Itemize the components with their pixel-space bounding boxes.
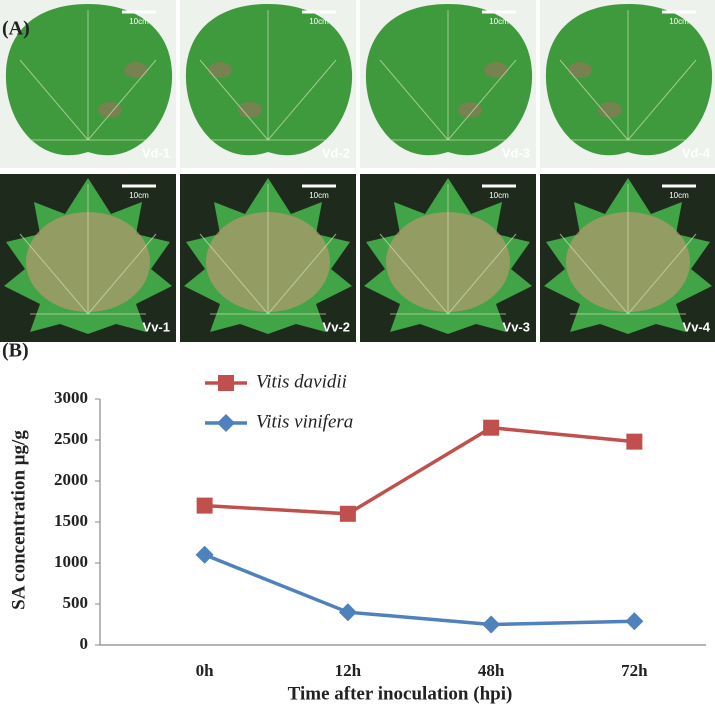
x-tick-label: 72h — [621, 661, 648, 680]
leaf-photo: 10cm Vd-2 — [180, 0, 356, 168]
scale-label: 10cm — [489, 191, 509, 200]
y-axis-title: SA concentration μg/g — [8, 430, 29, 610]
y-tick-label: 2500 — [54, 429, 88, 448]
leaf-vein — [199, 233, 269, 315]
leaf-vein — [447, 59, 517, 141]
marker — [196, 497, 213, 514]
lesion — [458, 102, 482, 118]
photo-label: Vd-1 — [142, 145, 170, 160]
scale-label: 10cm — [129, 17, 149, 26]
leaf — [185, 4, 353, 156]
photo-label: Vd-2 — [322, 145, 350, 160]
leaf-photo: 10cm Vv-2 — [180, 174, 356, 342]
leaf — [545, 4, 713, 156]
y-tick-label: 1000 — [54, 552, 88, 571]
x-tick-label: 0h — [196, 661, 215, 680]
leaf — [365, 4, 533, 156]
series-line — [204, 425, 635, 516]
scale-label: 10cm — [309, 191, 329, 200]
y-tick-label: 3000 — [54, 388, 88, 407]
panel-label: (A) — [2, 18, 30, 40]
x-tick-label: 12h — [335, 661, 362, 680]
photo-label: Vd-4 — [682, 145, 711, 160]
photo-label: Vv-4 — [683, 319, 711, 334]
leaf-vein — [559, 59, 629, 141]
x-tick-label: 48h — [478, 661, 505, 680]
panel-label: (B) — [2, 340, 29, 362]
photo-label: Vv-1 — [143, 319, 170, 334]
lesion — [98, 102, 122, 118]
y-tick-label: 0 — [80, 634, 89, 653]
leaf-photo: 10cm Vv-4 — [540, 174, 715, 342]
x-axis-title: Time after inoculation (hpi) — [288, 683, 513, 704]
leaf-vein — [627, 59, 697, 141]
marker — [482, 615, 501, 634]
lesion — [484, 62, 508, 78]
marker — [339, 505, 356, 522]
leaf-vein — [627, 233, 697, 315]
photo-panel: 10cm Vd-1 10cm Vd-2 10cm Vd-3 10cm Vd-4 10cm Vv-1… — [0, 0, 715, 342]
scale-label: 10cm — [309, 17, 329, 26]
leaf — [5, 4, 173, 156]
y-tick-label: 1500 — [54, 511, 88, 530]
leaf-photo: 10cm Vd-1 — [0, 0, 176, 168]
scale-label: 10cm — [489, 17, 509, 26]
lesion — [568, 62, 592, 78]
legend-label: Vitis davidii — [256, 371, 347, 392]
lesion — [238, 102, 262, 118]
leaf-vein — [267, 233, 337, 315]
marker — [218, 375, 234, 391]
photo-label: Vv-2 — [323, 319, 350, 334]
scale-label: 10cm — [669, 191, 689, 200]
leaf-vein — [19, 59, 89, 141]
leaf-vein — [379, 233, 449, 315]
leaf-photo: 10cm Vv-3 — [360, 174, 536, 342]
lesion — [208, 62, 232, 78]
lesion — [598, 102, 622, 118]
leaf-vein — [87, 233, 157, 315]
marker — [483, 419, 500, 436]
marker — [625, 612, 644, 631]
marker — [338, 603, 357, 622]
leaf-vein — [559, 233, 629, 315]
marker — [195, 545, 214, 564]
leaf-vein — [199, 59, 269, 141]
leaf-photo: 10cm Vd-4 — [540, 0, 715, 168]
leaf-photo: 10cm Vd-3 — [360, 0, 536, 168]
legend-label: Vitis vinifera — [256, 411, 353, 432]
marker — [217, 414, 235, 432]
lesion — [124, 62, 148, 78]
scale-label: 10cm — [669, 17, 689, 26]
leaf-vein — [267, 59, 337, 141]
y-tick-label: 500 — [63, 593, 89, 612]
photo-label: Vv-3 — [503, 319, 530, 334]
photo-label: Vd-3 — [502, 145, 530, 160]
leaf-vein — [87, 59, 157, 141]
series-line — [203, 553, 635, 627]
scale-label: 10cm — [129, 191, 149, 200]
y-tick-label: 2000 — [54, 470, 88, 489]
leaf-vein — [19, 233, 89, 315]
marker — [626, 433, 643, 450]
leaf-vein — [379, 59, 449, 141]
leaf-photo: 10cm Vv-1 — [0, 174, 176, 342]
leaf-vein — [447, 233, 517, 315]
